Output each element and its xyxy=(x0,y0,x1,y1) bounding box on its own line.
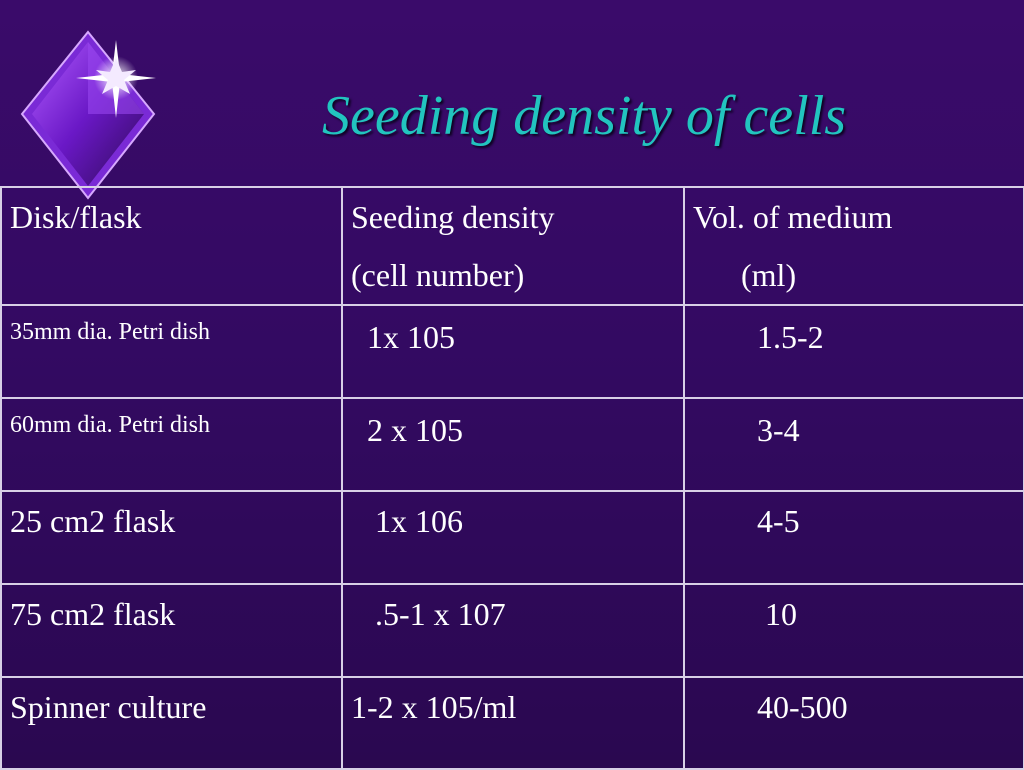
table-cell: 40-500 xyxy=(683,676,1024,770)
table-cell: 1.5-2 xyxy=(683,304,1024,399)
cell-vessel: 60mm dia. Petri dish xyxy=(10,412,210,438)
table-row: 75 cm2 flask .5-1 x 107 10 xyxy=(0,583,1024,678)
seeding-density-table: Disk/flask Seeding density (cell number)… xyxy=(0,186,1024,770)
cell-vessel: 25 cm2 flask xyxy=(10,503,176,539)
table-cell: 1x 105 xyxy=(341,304,685,399)
table-cell: .5-1 x 107 xyxy=(341,583,685,678)
cell-seeding-density: 1x 105 xyxy=(351,319,455,355)
diamond-sparkle-icon xyxy=(20,30,156,200)
slide-title: Seeding density of cells xyxy=(322,85,847,147)
cell-vessel: 35mm dia. Petri dish xyxy=(10,319,210,345)
table-cell: 4-5 xyxy=(683,490,1024,585)
table-header-row: Disk/flask Seeding density (cell number)… xyxy=(0,186,1024,306)
cell-seeding-density: 1x 106 xyxy=(351,503,463,539)
table-cell: 10 xyxy=(683,583,1024,678)
cell-seeding-density: .5-1 x 107 xyxy=(351,596,506,632)
cell-volume: 1.5-2 xyxy=(693,319,824,355)
header-seeding-density: Seeding density (cell number) xyxy=(351,199,555,293)
table-row: 25 cm2 flask 1x 106 4-5 xyxy=(0,490,1024,585)
cell-vessel: Spinner culture xyxy=(10,689,207,725)
table-cell: 75 cm2 flask xyxy=(0,583,343,678)
table-row: 35mm dia. Petri dish 1x 105 1.5-2 xyxy=(0,304,1024,399)
table-cell: 3-4 xyxy=(683,397,1024,492)
table-cell: 2 x 105 xyxy=(341,397,685,492)
cell-volume: 4-5 xyxy=(693,503,800,539)
cell-volume: 10 xyxy=(693,596,797,632)
cell-vessel: 75 cm2 flask xyxy=(10,596,176,632)
table-cell: Spinner culture xyxy=(0,676,343,770)
cell-seeding-density: 2 x 105 xyxy=(351,412,463,448)
header-cell: Disk/flask xyxy=(0,186,343,306)
header-cell: Seeding density (cell number) xyxy=(341,186,685,306)
table-cell: 35mm dia. Petri dish xyxy=(0,304,343,399)
table-cell: 1x 106 xyxy=(341,490,685,585)
header-disk-flask: Disk/flask xyxy=(10,199,142,235)
cell-volume: 3-4 xyxy=(693,412,800,448)
header-cell: Vol. of medium (ml) xyxy=(683,186,1024,306)
table-cell: 60mm dia. Petri dish xyxy=(0,397,343,492)
cell-seeding-density: 1-2 x 105/ml xyxy=(351,689,517,725)
table-row: 60mm dia. Petri dish 2 x 105 3-4 xyxy=(0,397,1024,492)
table-row: Spinner culture 1-2 x 105/ml 40-500 xyxy=(0,676,1024,770)
header-vol-medium: Vol. of medium (ml) xyxy=(693,199,893,293)
table-cell: 25 cm2 flask xyxy=(0,490,343,585)
table-cell: 1-2 x 105/ml xyxy=(341,676,685,770)
cell-volume: 40-500 xyxy=(693,689,848,725)
